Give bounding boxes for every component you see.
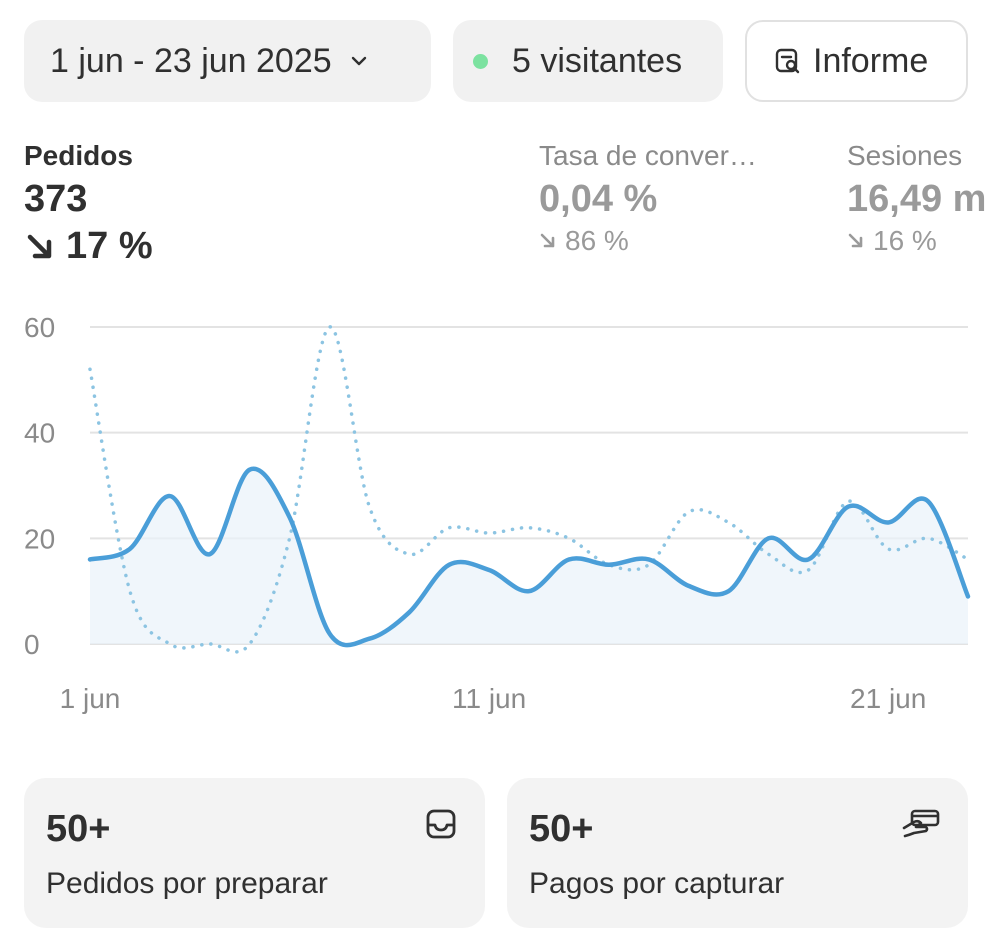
orders-to-fulfill-card[interactable]: 50+ Pedidos por preparar <box>24 778 485 928</box>
metric-delta: 16 % <box>847 225 986 257</box>
live-dot-icon <box>473 53 488 69</box>
report-label: Informe <box>813 41 929 80</box>
hand-card-icon <box>900 806 942 847</box>
x-tick-label: 21 jun <box>850 683 926 714</box>
metric-delta-value: 17 % <box>66 225 153 267</box>
metric-label: Sesiones <box>847 140 963 171</box>
metric-label: Tasa de conver… <box>539 140 757 171</box>
current-series-line <box>87 466 971 648</box>
y-tick-label: 40 <box>24 418 55 449</box>
card-value: 50+ <box>46 808 111 850</box>
arrow-down-right-icon <box>848 233 863 248</box>
report-search-icon <box>773 46 803 76</box>
metric-conversion-rate[interactable]: Tasa de conver… 0,04 % 86 % <box>539 140 757 257</box>
payments-to-capture-card[interactable]: 50+ Pagos por capturar <box>507 778 968 928</box>
x-tick-label: 1 jun <box>60 683 121 714</box>
metric-delta-value: 16 % <box>873 225 937 256</box>
visitors-label: 5 visitantes <box>512 41 683 80</box>
date-range-label: 1 jun - 23 jun 2025 <box>50 41 332 80</box>
chevron-down-icon <box>348 50 370 72</box>
metric-label: Pedidos <box>24 140 133 171</box>
series-area <box>90 468 968 646</box>
card-label: Pagos por capturar <box>529 867 785 900</box>
live-visitors-button[interactable]: 5 visitantes <box>453 20 723 102</box>
x-tick-label: 11 jun <box>452 683 526 714</box>
y-tick-label: 60 <box>24 312 55 343</box>
metric-orders[interactable]: Pedidos 373 17 % <box>24 140 153 268</box>
y-tick-label: 0 <box>24 629 40 660</box>
date-range-selector[interactable]: 1 jun - 23 jun 2025 <box>24 20 431 102</box>
metric-delta: 17 % <box>24 225 153 268</box>
metric-delta-value: 86 % <box>565 225 629 256</box>
arrow-down-right-icon <box>27 234 52 258</box>
card-label: Pedidos por preparar <box>46 867 328 900</box>
metric-value: 0,04 % <box>539 178 658 220</box>
report-button[interactable]: Informe <box>745 20 968 102</box>
y-tick-label: 20 <box>24 523 55 554</box>
metric-delta: 86 % <box>539 225 757 257</box>
card-value: 50+ <box>529 808 594 850</box>
metric-value: 16,49 m <box>847 178 987 220</box>
arrow-down-right-icon <box>540 233 555 248</box>
orders-line-chart: 60 40 20 0 1 jun 11 jun 21 jun <box>24 312 971 714</box>
inbox-icon <box>423 806 459 847</box>
comparison-series-line <box>88 325 970 654</box>
metric-sessions[interactable]: Sesiones 16,49 m 16 % <box>847 140 986 257</box>
metric-value: 373 <box>24 178 88 220</box>
